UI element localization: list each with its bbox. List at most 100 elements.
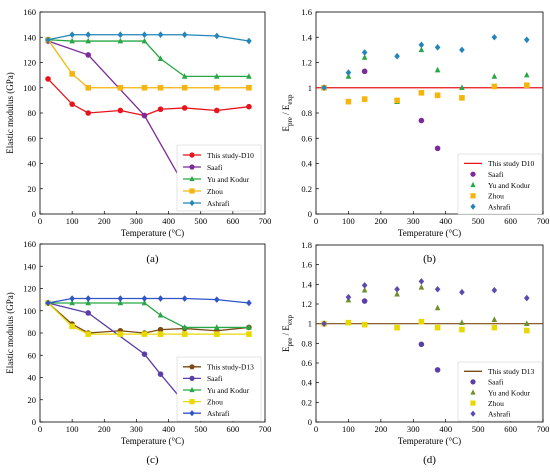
data-point bbox=[117, 84, 124, 91]
x-tick-label: 400 bbox=[162, 424, 175, 434]
data-point bbox=[246, 84, 252, 91]
data-point bbox=[418, 278, 425, 285]
legend-label: Ashrafi bbox=[207, 409, 230, 418]
data-point bbox=[434, 66, 441, 73]
legend-label: Saafi bbox=[207, 163, 222, 172]
data-point bbox=[459, 46, 465, 54]
data-point bbox=[157, 311, 164, 318]
data-point bbox=[491, 286, 498, 294]
x-tick-label: 0 bbox=[38, 216, 42, 226]
data-point bbox=[85, 310, 92, 316]
x-tick-label: 300 bbox=[407, 216, 420, 226]
data-point bbox=[213, 331, 220, 337]
legend-label: Saafi bbox=[488, 170, 503, 179]
data-point bbox=[181, 84, 188, 91]
y-axis-label: Elastic modulus (GPa) bbox=[5, 72, 15, 154]
series-zhou bbox=[45, 300, 252, 337]
data-point bbox=[69, 31, 75, 39]
legend-swatch-marker bbox=[189, 188, 195, 194]
data-point bbox=[361, 68, 368, 75]
data-point bbox=[69, 323, 75, 330]
data-point bbox=[117, 107, 124, 114]
y-tick-label: 60 bbox=[28, 133, 37, 143]
y-tick-label: 120 bbox=[23, 58, 36, 68]
data-point bbox=[157, 31, 164, 39]
legend: This study-D10 Saafi Yu and Kodur Zhou Ashra… bbox=[176, 144, 262, 212]
data-point bbox=[459, 288, 465, 296]
data-point bbox=[45, 76, 51, 82]
data-point bbox=[418, 117, 425, 124]
panel-caption: (b) bbox=[423, 253, 436, 265]
series-zhou bbox=[321, 318, 530, 334]
data-point bbox=[85, 84, 92, 91]
legend-swatch-marker bbox=[189, 164, 195, 170]
x-tick-label: 600 bbox=[226, 216, 239, 226]
x-axis-label: Temperature (°C) bbox=[398, 228, 461, 238]
data-point bbox=[246, 324, 252, 330]
y-tick-label: 0.2 bbox=[301, 184, 312, 194]
legend-label: This study D13 bbox=[488, 367, 535, 376]
x-tick-label: 500 bbox=[194, 216, 207, 226]
y-tick-label: 100 bbox=[23, 306, 36, 316]
legend-swatch-marker bbox=[189, 152, 195, 158]
data-point bbox=[459, 326, 465, 333]
y-axis-label: Epre / Eexp bbox=[281, 94, 294, 132]
data-point bbox=[85, 299, 92, 306]
series-line bbox=[47, 39, 249, 89]
x-tick-label: 600 bbox=[504, 216, 517, 226]
data-point bbox=[434, 324, 441, 331]
x-tick-label: 200 bbox=[374, 216, 387, 226]
data-point bbox=[459, 84, 465, 91]
x-tick-label: 100 bbox=[66, 216, 79, 226]
legend-swatch-marker bbox=[470, 193, 476, 199]
x-tick-label: 300 bbox=[130, 216, 143, 226]
series-ashrafi bbox=[45, 295, 252, 307]
data-point bbox=[434, 367, 441, 373]
data-point bbox=[418, 41, 425, 49]
data-point bbox=[523, 82, 530, 89]
data-point bbox=[523, 320, 530, 326]
legend-swatch-marker bbox=[470, 203, 476, 210]
x-tick-label: 0 bbox=[314, 424, 318, 434]
data-point bbox=[141, 31, 148, 39]
data-point bbox=[321, 84, 327, 92]
data-point bbox=[141, 112, 148, 119]
legend-label: Saafi bbox=[488, 378, 503, 387]
data-point bbox=[459, 95, 465, 101]
x-axis-label: Temperature (°C) bbox=[121, 436, 184, 446]
legend-swatch-marker bbox=[189, 399, 195, 405]
data-point bbox=[523, 294, 530, 302]
panel-caption: (d) bbox=[423, 454, 436, 466]
y-axis-label: Elastic modulus (GPa) bbox=[5, 292, 15, 374]
x-tick-label: 700 bbox=[537, 424, 550, 434]
legend-swatch-marker bbox=[470, 171, 476, 177]
y-tick-label: 0 bbox=[32, 417, 36, 427]
data-point bbox=[361, 96, 368, 102]
data-point bbox=[418, 283, 425, 290]
data-point bbox=[491, 73, 498, 79]
x-tick-label: 200 bbox=[374, 424, 387, 434]
legend-label: Ashrafi bbox=[488, 202, 511, 211]
series-saafi bbox=[45, 300, 188, 406]
y-tick-label: 60 bbox=[28, 350, 37, 360]
series-yu-and-kodur bbox=[45, 36, 252, 79]
series-ashrafi bbox=[45, 31, 252, 45]
data-point bbox=[345, 319, 352, 326]
legend-label: Zhou bbox=[207, 397, 223, 406]
data-point bbox=[418, 90, 425, 96]
data-point bbox=[157, 84, 164, 91]
data-point bbox=[181, 295, 188, 302]
data-point bbox=[69, 101, 75, 107]
chart-panel-a: 0 100 200 300 400 500 600 700 0 20 40 60 80 100 120 140… bbox=[5, 7, 271, 265]
legend-label: Saafi bbox=[207, 374, 222, 383]
data-point bbox=[523, 327, 530, 334]
y-tick-label: 1.6 bbox=[301, 7, 312, 17]
y-tick-label: 1 bbox=[308, 83, 312, 93]
chart-panel-b: 0 100 200 300 400 500 600 700 0 0.2 0.4 0.6 0.8 1 1.2 1… bbox=[281, 7, 549, 265]
data-point bbox=[69, 37, 75, 44]
x-tick-label: 500 bbox=[472, 424, 485, 434]
data-point bbox=[345, 98, 352, 105]
y-tick-label: 20 bbox=[28, 184, 37, 194]
data-point bbox=[213, 324, 220, 330]
